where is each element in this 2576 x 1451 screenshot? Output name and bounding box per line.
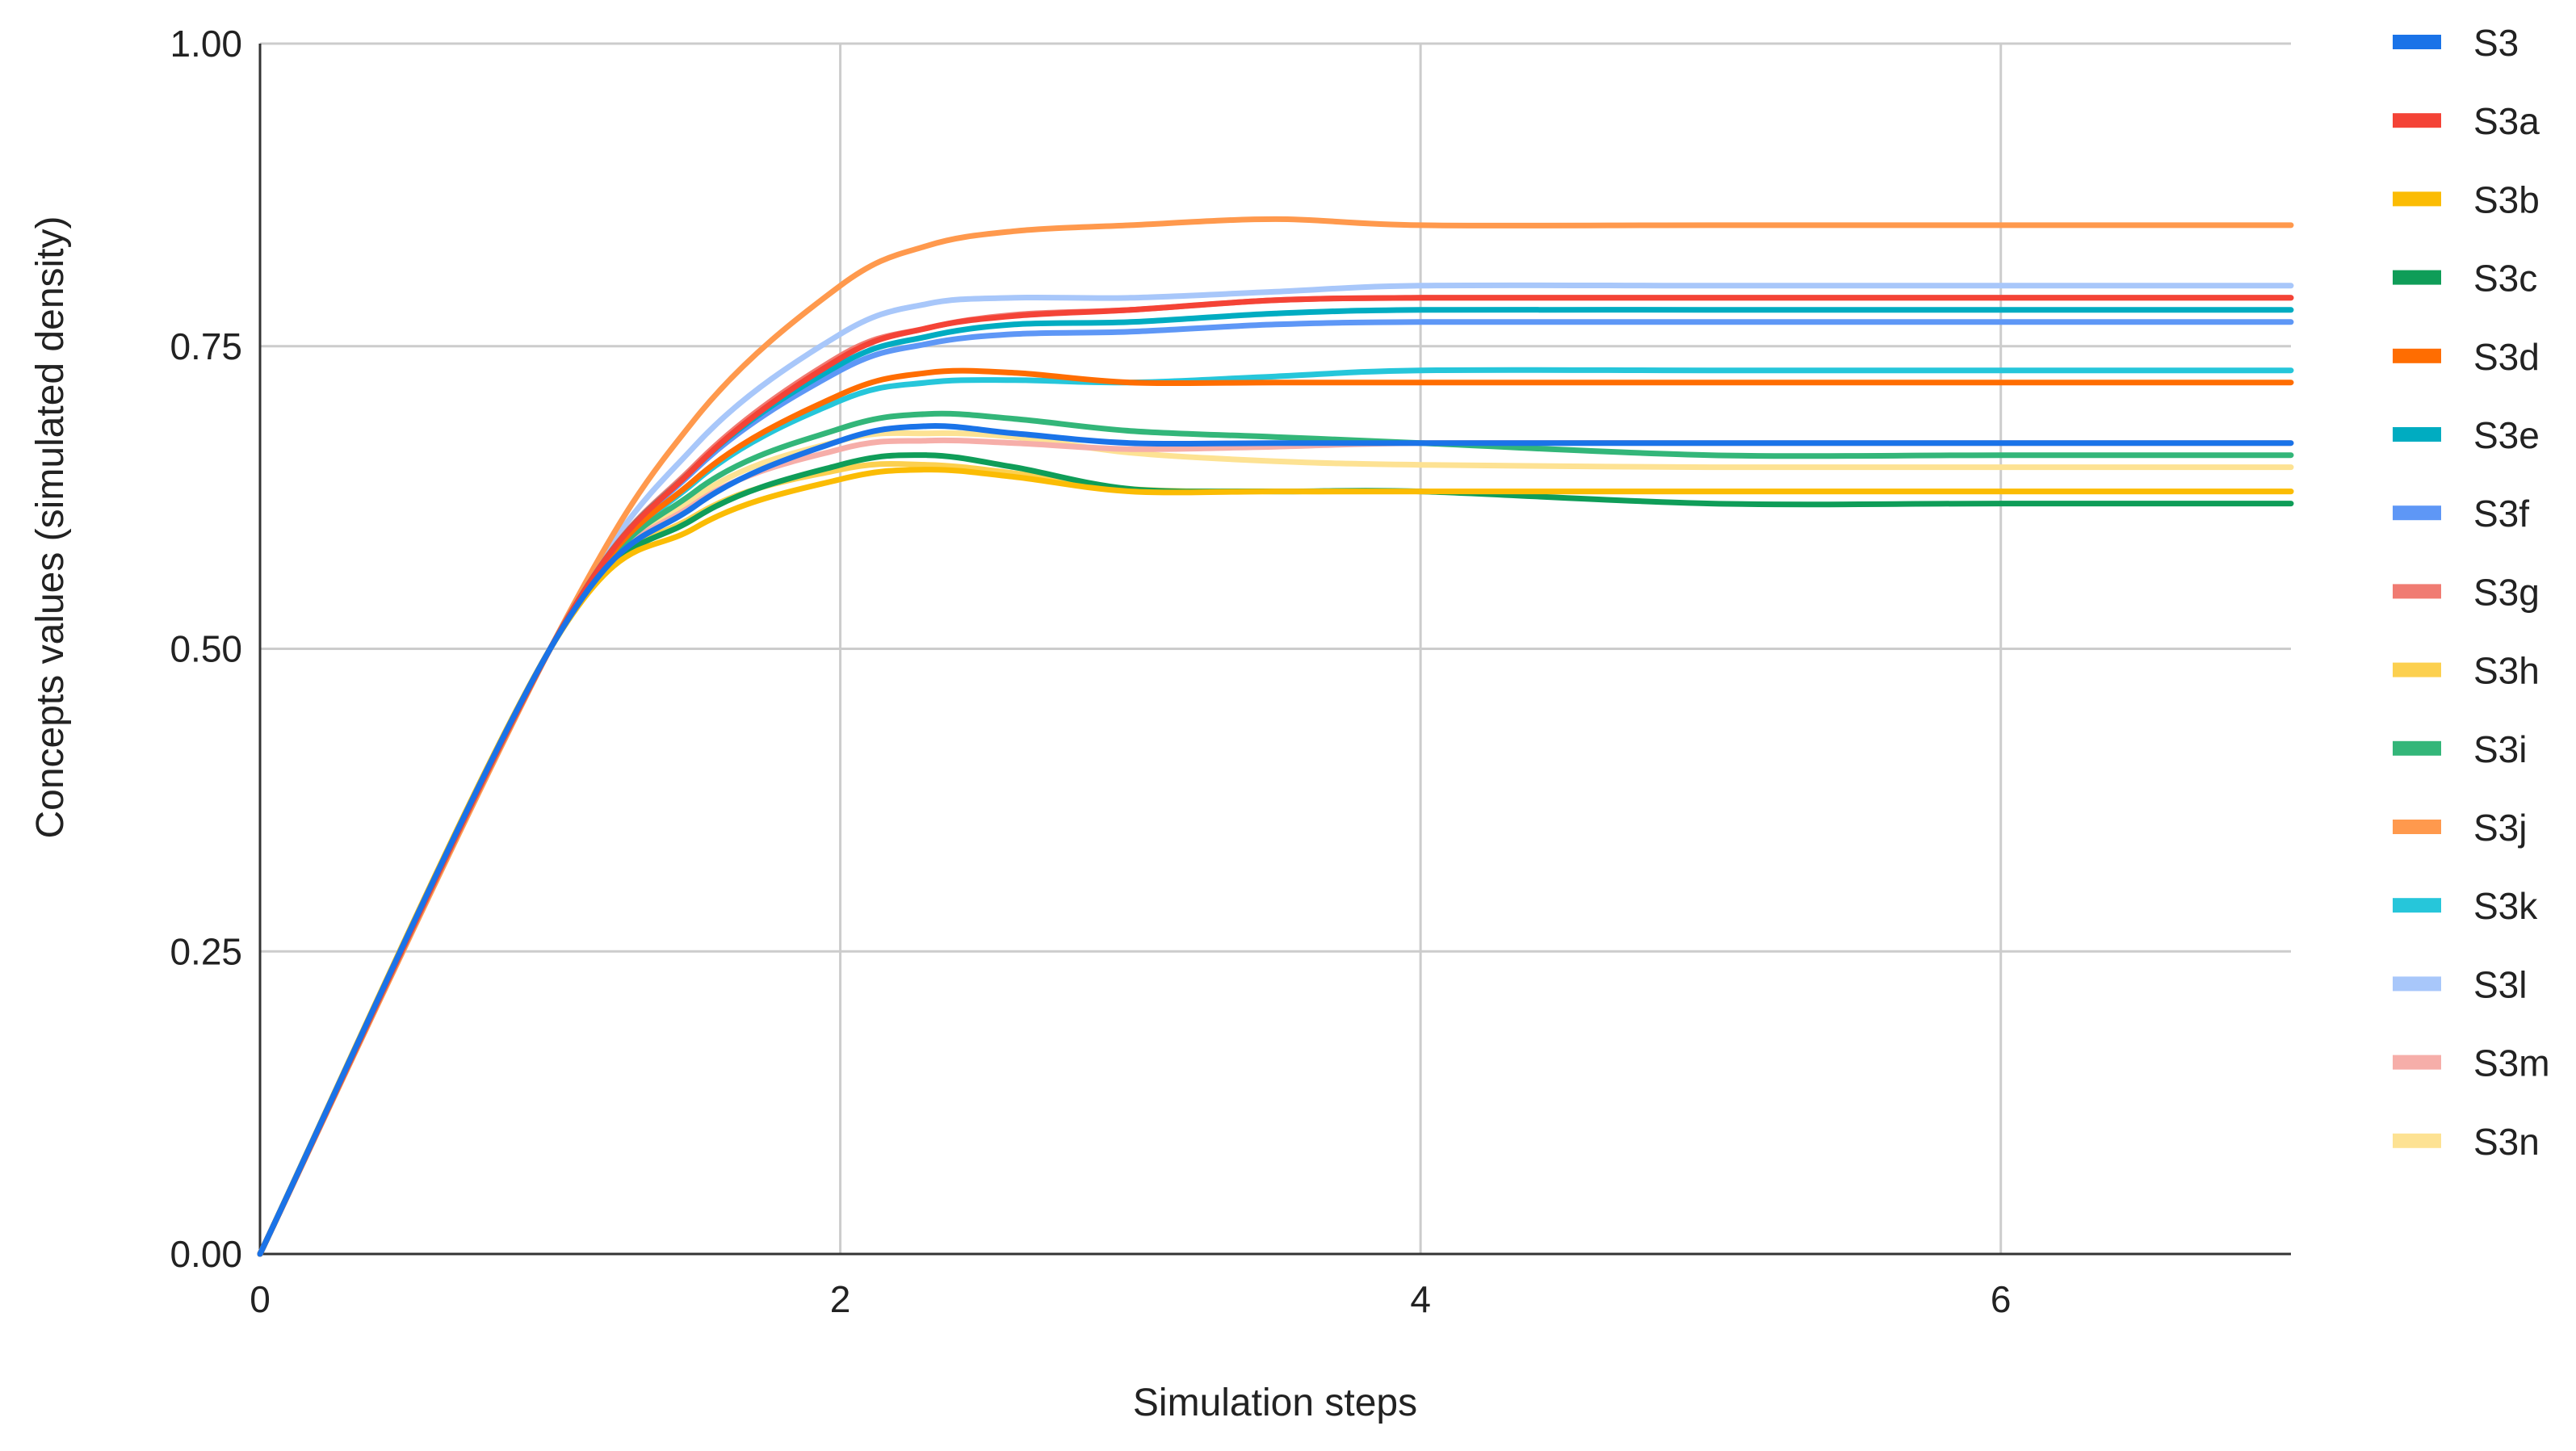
- legend-swatch-s3g: [2393, 584, 2441, 599]
- legend-swatch-s3h: [2393, 662, 2441, 677]
- legend-label-s3n: S3n: [2473, 1121, 2540, 1163]
- legend-swatch-s3n: [2393, 1133, 2441, 1148]
- legend-label-s3l: S3l: [2473, 963, 2527, 1005]
- x-tick-label: 0: [250, 1278, 271, 1320]
- x-tick-label: 4: [1410, 1278, 1431, 1320]
- y-tick-label: 0.50: [170, 628, 242, 670]
- legend-label-s3h: S3h: [2473, 650, 2540, 692]
- x-axis-title: Simulation steps: [1133, 1382, 1417, 1424]
- legend-label-s3a: S3a: [2473, 100, 2540, 142]
- legend-swatch-s3i: [2393, 740, 2441, 756]
- legend-label-s3g: S3g: [2473, 571, 2540, 613]
- legend-label-s3e: S3e: [2473, 414, 2540, 456]
- gridlines: [260, 42, 2291, 1254]
- axes: [258, 44, 2291, 1256]
- series-line-s3: [257, 422, 2294, 1257]
- legend-label-s3: S3: [2473, 22, 2519, 64]
- y-tick-label: 0.25: [170, 930, 242, 972]
- legend-label-s3i: S3i: [2473, 728, 2527, 770]
- legend-label-s3j: S3j: [2473, 807, 2527, 849]
- legend-swatch-s3l: [2393, 976, 2441, 992]
- y-tick-label: 0.75: [170, 325, 242, 367]
- legend-swatch-s3d: [2393, 348, 2441, 363]
- legend-swatch-s3j: [2393, 820, 2441, 834]
- legend-swatch-s3: [2393, 35, 2441, 49]
- legend-swatch-s3c: [2393, 270, 2441, 285]
- legend-swatch-s3m: [2393, 1055, 2441, 1070]
- legend-label-s3k: S3k: [2473, 885, 2538, 927]
- y-axis-title: Concepts values (simulated density): [29, 216, 72, 838]
- legend-swatch-s3e: [2393, 427, 2441, 442]
- legend-swatch-s3b: [2393, 191, 2441, 207]
- legend-label-s3m: S3m: [2473, 1042, 2550, 1084]
- legend-swatch-s3k: [2393, 898, 2441, 913]
- x-tick-label: 6: [1991, 1278, 2012, 1320]
- legend-label-s3c: S3c: [2473, 258, 2537, 300]
- legend-label-s3d: S3d: [2473, 336, 2540, 378]
- legend-swatch-s3a: [2393, 113, 2441, 128]
- series-layer: [257, 216, 2294, 1257]
- legend: S3 S3a S3b S3c S3d S3e S3f S3g S3h S3i S3j S3k S3l S3…: [2393, 22, 2550, 1163]
- y-tick-label: 0.00: [170, 1233, 242, 1275]
- legend-label-s3f: S3f: [2473, 493, 2529, 535]
- legend-label-s3b: S3b: [2473, 178, 2540, 220]
- legend-swatch-s3f: [2393, 505, 2441, 521]
- y-tick-label: 1.00: [170, 23, 242, 65]
- tick-labels: 0.00 0.25 0.50 0.75 1.00 0 2 4 6: [170, 23, 2011, 1320]
- x-tick-label: 2: [830, 1278, 851, 1320]
